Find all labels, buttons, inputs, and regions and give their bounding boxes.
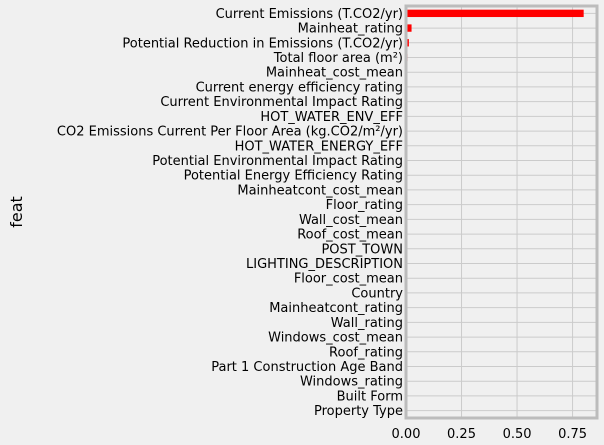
x-tick-label: 0.00 — [392, 427, 421, 442]
category-label: Current energy efficiency rating — [196, 80, 403, 95]
grid-lines — [405, 6, 597, 418]
category-label: Wall_rating — [331, 316, 403, 331]
x-tick-label: 0.75 — [558, 427, 587, 442]
bar — [406, 9, 584, 18]
category-label: Country — [351, 286, 403, 301]
category-label: Mainheat_cost_mean — [266, 66, 403, 81]
category-label: Wall_cost_mean — [299, 213, 403, 228]
category-label: Current Environmental Impact Rating — [160, 95, 403, 110]
category-label: LIGHTING_DESCRIPTION — [246, 257, 403, 272]
category-label: Built Form — [337, 389, 403, 404]
x-tick-label: 0.25 — [447, 427, 476, 442]
category-label: Roof_rating — [329, 345, 403, 360]
category-label: Mainheatcont_rating — [269, 301, 403, 316]
y-axis-label: feat — [7, 196, 26, 228]
category-label: Floor_rating — [326, 198, 403, 213]
bar — [406, 24, 412, 32]
category-labels: Current Emissions (T.CO2/yr)Mainheat_rat… — [57, 7, 403, 419]
category-label: Mainheatcont_cost_mean — [237, 183, 403, 198]
plot-area — [406, 6, 597, 418]
category-label: HOT_WATER_ENV_EFF — [260, 110, 403, 125]
category-label: Total floor area (m²) — [273, 51, 403, 66]
category-label: Current Emissions (T.CO2/yr) — [216, 7, 403, 22]
plot-frame — [404, 4, 599, 420]
category-label: Mainheat_rating — [298, 22, 403, 37]
category-label: Potential Environmental Impact Rating — [152, 154, 403, 169]
category-label: Floor_cost_mean — [294, 272, 403, 287]
category-label: Part 1 Construction Age Band — [211, 360, 403, 375]
x-tick-labels: 0.00 0.25 0.50 0.75 — [392, 427, 588, 442]
category-label: Potential Reduction in Emissions (T.CO2/… — [122, 36, 403, 51]
category-label: Potential Energy Efficiency Rating — [184, 169, 403, 184]
category-label: POST_TOWN — [321, 242, 403, 257]
category-label: Property Type — [314, 404, 403, 419]
category-label: CO2 Emissions Current Per Floor Area (kg… — [57, 125, 403, 140]
category-label: Roof_cost_mean — [297, 228, 403, 243]
x-tick-label: 0.50 — [503, 427, 532, 442]
category-label: Windows_rating — [300, 375, 403, 390]
category-label: Windows_cost_mean — [268, 331, 403, 346]
category-label: HOT_WATER_ENERGY_EFF — [235, 139, 403, 154]
